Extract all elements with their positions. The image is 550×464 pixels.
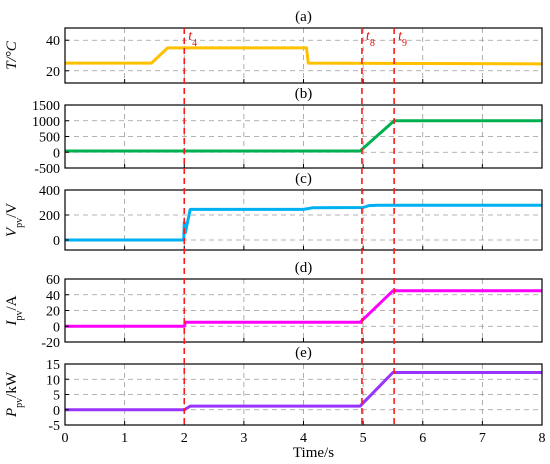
y-tick-label: 500 bbox=[39, 131, 60, 146]
y-tick-label: 60 bbox=[46, 273, 60, 288]
x-tick-label: 5 bbox=[360, 431, 367, 446]
panel-title: (a) bbox=[295, 9, 312, 25]
y-axis-label-unit: /kW bbox=[4, 371, 20, 398]
y-tick-label: 1000 bbox=[32, 115, 60, 130]
panel-2: 0 200 400 (c) Vpv/V bbox=[4, 171, 543, 251]
y-axis-label: Ipv/A bbox=[4, 295, 25, 326]
y-tick-label: 1500 bbox=[32, 99, 60, 114]
panel-title: (b) bbox=[295, 86, 313, 102]
y-axis-label-sub: pv bbox=[14, 398, 25, 408]
y-tick-label: -5 bbox=[48, 419, 60, 434]
event-label-sub: 4 bbox=[192, 38, 197, 49]
y-axis-label-main: T/°C bbox=[4, 40, 20, 70]
y-tick-label: 0 bbox=[53, 404, 60, 419]
x-tick-label: 1 bbox=[121, 431, 128, 446]
panel-title: (c) bbox=[295, 171, 312, 187]
y-axis-label-unit: /A bbox=[4, 295, 20, 310]
y-axis-label-main: V bbox=[4, 226, 20, 237]
event-label: t9 bbox=[398, 29, 407, 49]
y-tick-label: -20 bbox=[41, 336, 60, 351]
y-axis-label-unit: /V bbox=[4, 203, 20, 218]
series-line-2 bbox=[65, 203, 542, 242]
series-line-3 bbox=[65, 289, 542, 328]
y-tick-label: 400 bbox=[39, 184, 60, 199]
series-line-1 bbox=[65, 119, 542, 153]
y-tick-label: 200 bbox=[39, 209, 60, 224]
panel-title: (e) bbox=[295, 345, 312, 361]
y-tick-label: -500 bbox=[34, 162, 60, 177]
x-tick-label: 6 bbox=[419, 431, 426, 446]
y-tick-label: 15 bbox=[46, 358, 60, 373]
y-tick-label: 5 bbox=[53, 389, 60, 404]
event-label: t8 bbox=[366, 29, 375, 49]
y-tick-label: 0 bbox=[53, 234, 60, 249]
panel-title: (d) bbox=[295, 260, 313, 276]
event-label: t4 bbox=[188, 29, 197, 49]
y-axis-label: Ppv/kW bbox=[4, 371, 25, 418]
y-tick-label: 0 bbox=[53, 320, 60, 335]
y-tick-label: 40 bbox=[46, 34, 60, 49]
series-line-4 bbox=[65, 371, 542, 412]
y-tick-label: 40 bbox=[46, 289, 60, 304]
y-axis-label-sub: pv bbox=[14, 311, 25, 321]
x-tick-label: 3 bbox=[240, 431, 247, 446]
event-label-main: t bbox=[398, 29, 403, 44]
y-tick-label: 20 bbox=[46, 65, 60, 80]
x-tick-label: 8 bbox=[539, 431, 546, 446]
y-axis-label: Vpv/V bbox=[4, 203, 25, 237]
event-label-main: t bbox=[188, 29, 193, 44]
x-tick-label: 2 bbox=[181, 431, 188, 446]
y-tick-label: 0 bbox=[53, 146, 60, 161]
event-label-sub: 9 bbox=[402, 38, 407, 49]
y-tick-label: 20 bbox=[46, 305, 60, 320]
y-axis-label-sub: pv bbox=[14, 218, 25, 228]
event-label-main: t bbox=[366, 29, 371, 44]
series-line-0 bbox=[65, 46, 543, 66]
y-axis-label: T/°C bbox=[4, 40, 20, 70]
event-label-sub: 8 bbox=[370, 38, 375, 49]
y-axis-label-main: P bbox=[4, 408, 20, 418]
x-axis-label: Time/s bbox=[293, 445, 334, 461]
y-tick-label: 10 bbox=[46, 373, 60, 388]
x-tick-label: 0 bbox=[62, 431, 69, 446]
x-tick-label: 4 bbox=[300, 431, 307, 446]
panel-0: 20 40 (a) T/°C bbox=[4, 9, 543, 84]
y-axis-label-main: I bbox=[4, 320, 20, 327]
x-tick-label: 7 bbox=[479, 431, 486, 446]
